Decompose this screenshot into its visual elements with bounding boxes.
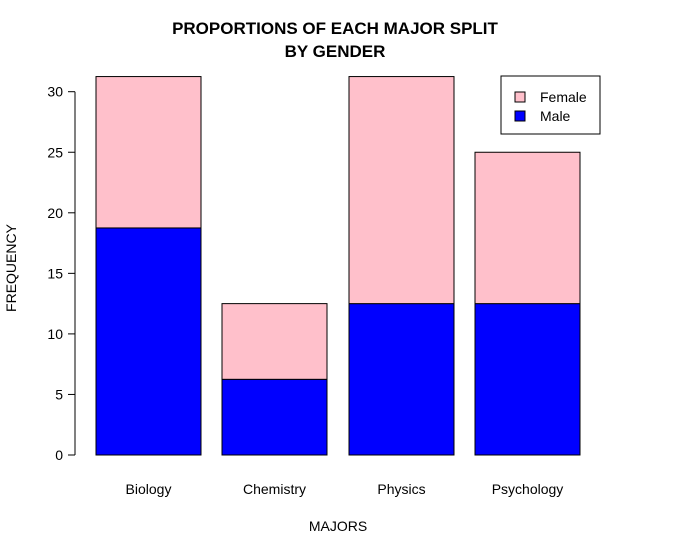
legend-label-female: Female (540, 89, 587, 105)
x-axis-title: MAJORS (309, 518, 367, 534)
y-axis: 0 5 10 15 20 25 30 (47, 84, 76, 463)
y-axis-title: FREQUENCY (3, 223, 19, 312)
bar-physics-female (348, 76, 455, 305)
y-tick-label-5: 5 (55, 386, 63, 402)
bar-biology-female (95, 76, 202, 229)
x-tick-label-chemistry: Chemistry (243, 481, 306, 497)
legend-swatch-female (514, 91, 526, 103)
x-tick-label-biology: Biology (126, 481, 172, 497)
y-tick-label-25: 25 (47, 144, 63, 160)
y-tick-label-0: 0 (55, 447, 63, 463)
bar-biology-male (95, 227, 202, 456)
y-tick-label-15: 15 (47, 265, 63, 281)
x-tick-label-psychology: Psychology (492, 481, 564, 497)
chart-title-line-2: BY GENDER (285, 42, 386, 61)
y-tick-label-20: 20 (47, 205, 63, 221)
x-tick-label-physics: Physics (377, 481, 425, 497)
bar-physics-male (348, 303, 455, 456)
legend-box (500, 75, 601, 135)
y-tick-label-30: 30 (47, 84, 63, 100)
chart-title: PROPORTIONS OF EACH MAJOR SPLIT BY GENDE… (172, 19, 498, 61)
legend-swatch-male (514, 110, 526, 122)
chart-title-line-1: PROPORTIONS OF EACH MAJOR SPLIT (172, 19, 498, 38)
legend-label-male: Male (540, 108, 571, 124)
bar-psychology-male (474, 303, 581, 456)
legend: Female Male (500, 75, 601, 135)
bars-group (95, 76, 581, 456)
bar-chemistry-female (221, 303, 328, 380)
bar-chemistry-male (221, 378, 328, 456)
x-axis-labels: Biology Chemistry Physics Psychology (126, 481, 564, 497)
bar-psychology-female (474, 151, 581, 305)
y-tick-label-10: 10 (47, 326, 63, 342)
